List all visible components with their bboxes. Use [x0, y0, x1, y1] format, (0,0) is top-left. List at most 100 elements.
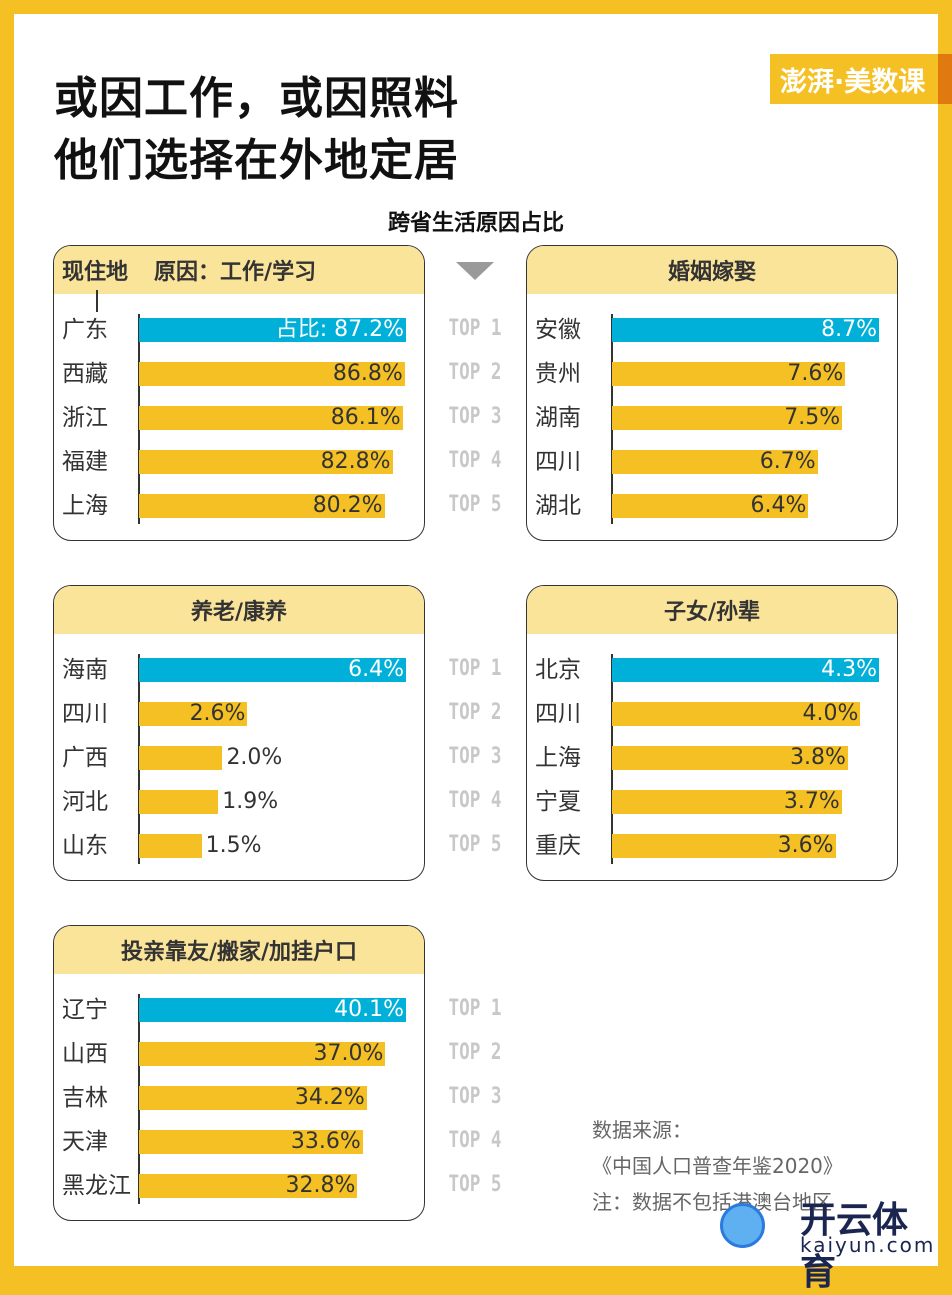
value-label: 4.3%: [821, 657, 877, 682]
category-label: 辽宁: [62, 997, 108, 1023]
category-label: 北京: [535, 657, 581, 683]
bar: [612, 746, 848, 770]
category-label: 吉林: [62, 1085, 108, 1111]
bar-row: 安徽 8.7%: [527, 315, 897, 345]
reason-prefix: 原因：: [154, 260, 221, 285]
rank-label: TOP 5: [448, 832, 502, 857]
bar: [139, 834, 202, 858]
value-label: 7.5%: [784, 405, 841, 430]
value-label: 86.8%: [332, 361, 403, 386]
category-label: 黑龙江: [62, 1173, 131, 1199]
title-line-1: 或因工作，或因照料: [54, 73, 459, 124]
logo-text: 澎湃·美数课: [780, 66, 926, 98]
value-label: 7.6%: [787, 361, 844, 386]
category-label: 湖南: [535, 405, 581, 431]
rank-label: TOP 1: [448, 316, 502, 341]
bar-row: 四川 2.6%: [54, 699, 424, 729]
category-label: 广东: [62, 317, 108, 343]
title-line-2: 他们选择在外地定居: [54, 135, 459, 186]
header-tick: [96, 290, 98, 312]
bar: [139, 450, 393, 474]
bar-row: 湖北 6.4%: [527, 491, 897, 521]
bar: [612, 450, 818, 474]
bar-row: 四川 4.0%: [527, 699, 897, 729]
rank-label: TOP 1: [448, 996, 502, 1021]
panel-header: 子女/孙辈: [527, 586, 897, 634]
axis-line: [138, 654, 140, 864]
bar: [139, 658, 406, 682]
category-label: 山东: [62, 833, 108, 859]
axis-line: [611, 314, 613, 524]
triangle-down-icon: [456, 262, 494, 280]
panel-header: 现住地 原因： 工作/学习: [54, 246, 424, 294]
rank-label: TOP 4: [448, 448, 502, 473]
source-note: 注：数据不包括港澳台地区: [592, 1190, 832, 1214]
category-label: 四川: [62, 701, 108, 727]
value-label: 4.0%: [802, 701, 859, 726]
bar-row: 广西 2.0%: [54, 743, 424, 773]
bar-row: 黑龙江 32.8%: [54, 1171, 424, 1201]
bar-row: 湖南 7.5%: [527, 403, 897, 433]
category-label: 山西: [62, 1041, 108, 1067]
bar: [612, 494, 809, 518]
bar-row: 广东 占比: 87.2%: [54, 315, 424, 345]
value-label: 3.6%: [777, 833, 834, 858]
category-label: 贵州: [535, 361, 581, 387]
bar-row: 重庆 3.6%: [527, 831, 897, 861]
bar-row: 北京 4.3%: [527, 655, 897, 685]
category-label: 浙江: [62, 405, 108, 431]
category-label: 四川: [535, 701, 581, 727]
value-label: 3.7%: [783, 789, 840, 814]
bar: [139, 494, 385, 518]
category-label: 重庆: [535, 833, 581, 859]
value-label: 40.1%: [334, 997, 404, 1022]
category-label: 上海: [535, 745, 581, 771]
panel-title: 婚姻嫁娶: [667, 260, 756, 285]
value-label: 2.6%: [189, 701, 246, 726]
panel-1: 婚姻嫁娶 安徽 8.7% 贵州 7.6% 湖南 7.5% 四川 6.7% 湖北 6.4%: [526, 245, 898, 541]
rank-label: TOP 2: [448, 360, 502, 385]
category-label: 天津: [62, 1129, 108, 1155]
category-label: 湖北: [535, 493, 581, 519]
watermark: 开云体育 kaiyun.com: [690, 1185, 940, 1293]
bar: [139, 998, 406, 1022]
bar-row: 上海 80.2%: [54, 491, 424, 521]
category-label: 广西: [62, 745, 108, 771]
axis-line: [611, 654, 613, 864]
bar: [612, 658, 879, 682]
logo-accent: [938, 54, 952, 104]
bar: [139, 406, 403, 430]
source-label: 数据来源：: [592, 1118, 692, 1142]
rank-label: TOP 5: [448, 492, 502, 517]
panel-header: 投亲靠友/搬家/加挂户口: [54, 926, 424, 974]
bar-row: 山西 37.0%: [54, 1039, 424, 1069]
location-header: 现住地: [62, 260, 129, 285]
bar-row: 浙江 86.1%: [54, 403, 424, 433]
watermark-en: kaiyun.com: [800, 1233, 936, 1257]
rank-label: TOP 4: [448, 1128, 502, 1153]
soccer-ball-icon: [720, 1203, 765, 1248]
bar: [139, 1174, 358, 1198]
rank-label: TOP 3: [448, 1084, 502, 1109]
bar-row: 辽宁 40.1%: [54, 995, 424, 1025]
axis-line: [138, 994, 140, 1204]
bar: [139, 1130, 363, 1154]
bar-row: 上海 3.8%: [527, 743, 897, 773]
value-label: 1.9%: [222, 789, 279, 814]
category-label: 福建: [62, 449, 108, 475]
bar: [139, 790, 219, 814]
bar: [139, 746, 223, 770]
bar-row: 河北 1.9%: [54, 787, 424, 817]
value-label: 1.5%: [205, 833, 262, 858]
panel-3: 子女/孙辈北京 4.3% 四川 4.0% 上海 3.8% 宁夏 3.7% 重庆 3.6%: [526, 585, 898, 881]
panel-title: 投亲靠友/搬家/加挂户口: [120, 940, 358, 965]
bar-row: 宁夏 3.7%: [527, 787, 897, 817]
category-label: 安徽: [535, 317, 581, 343]
bar: [139, 702, 248, 726]
source-book: 《中国人口普查年鉴2020》: [592, 1154, 843, 1178]
value-label: 6.4%: [750, 493, 807, 518]
panel-header: 婚姻嫁娶: [527, 246, 897, 294]
chart-title: 跨省生活原因占比: [387, 211, 564, 236]
rank-label: TOP 1: [448, 656, 502, 681]
bar: [612, 702, 861, 726]
